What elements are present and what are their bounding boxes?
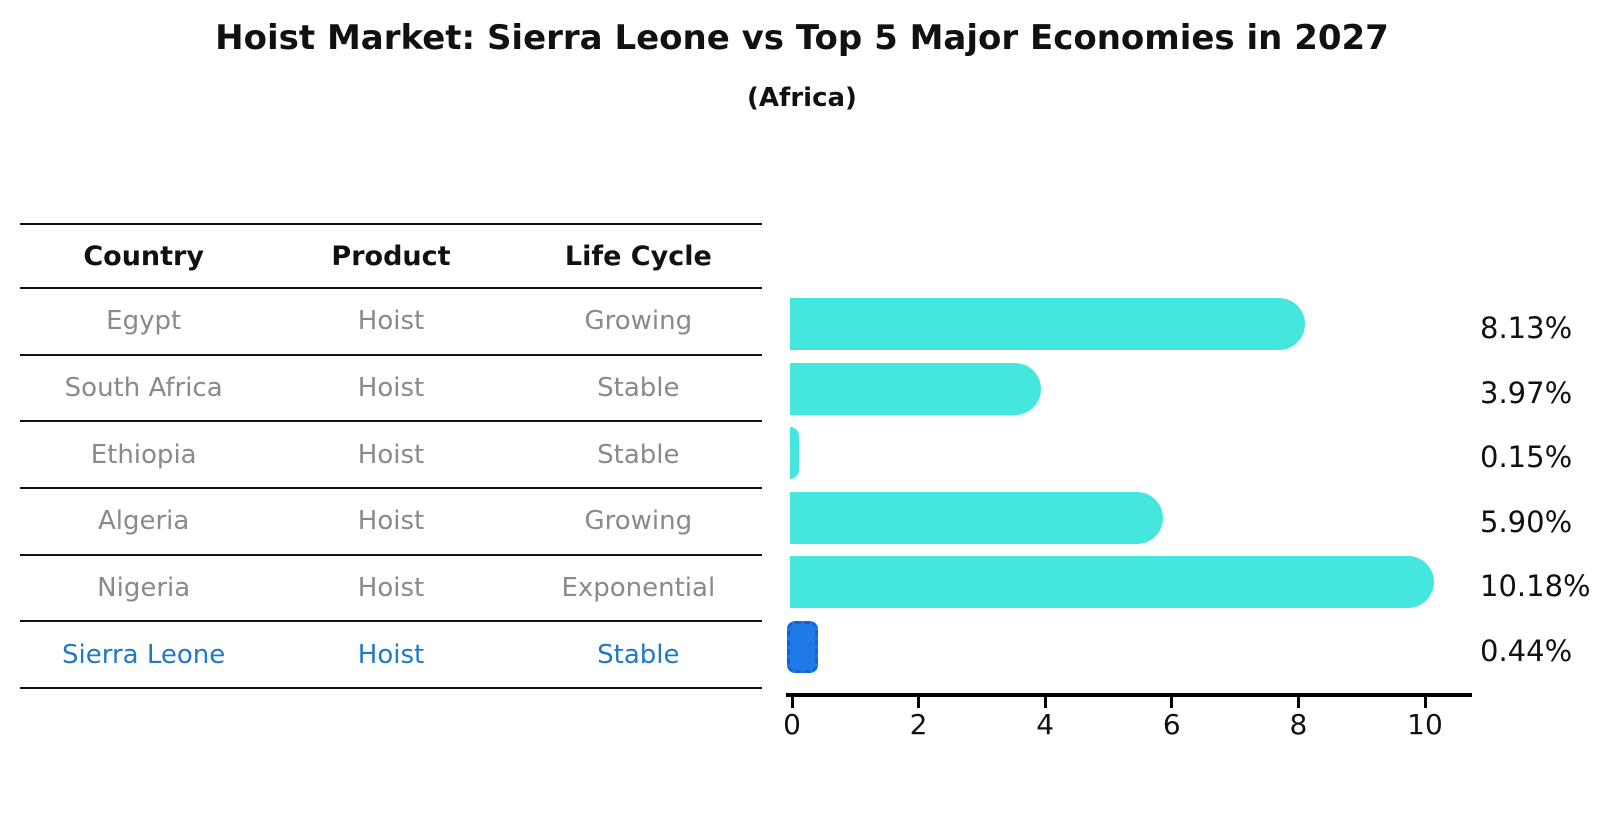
cell-country: Algeria — [97, 506, 190, 537]
value-label-south-africa: 3.97% — [1480, 375, 1573, 410]
value-label-nigeria: 10.18% — [1480, 569, 1591, 604]
cell-life-cycle: Stable — [597, 373, 680, 404]
value-label-algeria: 5.90% — [1480, 504, 1573, 539]
cell-product: Hoist — [357, 639, 425, 670]
tick-mark-8 — [1296, 697, 1300, 708]
cell-product: Hoist — [357, 439, 425, 470]
cell-country: Ethiopia — [90, 439, 197, 470]
table-row-algeria: Algeria Hoist Growing — [20, 489, 762, 556]
table-row-south-africa: South Africa Hoist Stable — [20, 356, 762, 423]
tick-label-10: 10 — [1407, 708, 1443, 741]
table-header-life-cycle: Life Cycle — [564, 240, 712, 272]
cell-life-cycle: Stable — [597, 439, 680, 470]
cell-life-cycle: Exponential — [561, 573, 716, 604]
cell-country: Sierra Leone — [62, 639, 226, 670]
table-body: Egypt Hoist Growing South Africa Hoist Stable… — [20, 289, 762, 690]
table-row-ethiopia: Ethiopia Hoist Stable — [20, 422, 762, 490]
value-label-egypt: 8.13% — [1480, 311, 1573, 345]
x-axis-line — [786, 693, 1472, 697]
cell-life-cycle: Growing — [584, 306, 693, 337]
table-header-product: Product — [331, 240, 451, 272]
cell-product: Hoist — [357, 306, 425, 337]
table-row-sierra-leone: Sierra Leone Hoist Stable — [20, 622, 762, 690]
cell-product: Hoist — [357, 573, 425, 604]
bar-sierra-leone — [787, 621, 818, 673]
cell-product: Hoist — [357, 373, 425, 404]
tick-mark-4 — [1043, 697, 1047, 708]
chart-title: Hoist Market: Sierra Leone vs Top 5 Majo… — [215, 18, 1389, 58]
value-label-sierra-leone: 0.44% — [1480, 634, 1573, 668]
country-table: Country Product Life Cycle Egypt Hoist Gro… — [20, 223, 762, 690]
tick-label-0: 0 — [783, 708, 801, 741]
table-header-row: Country Product Life Cycle — [20, 223, 762, 289]
tick-label-4: 4 — [1036, 708, 1055, 741]
tick-mark-2 — [917, 697, 921, 708]
tick-label-2: 2 — [909, 708, 928, 741]
tick-label-8: 8 — [1289, 708, 1308, 741]
value-label-ethiopia: 0.15% — [1480, 440, 1573, 475]
table-row-nigeria: Nigeria Hoist Exponential — [20, 556, 762, 623]
cell-country: South Africa — [64, 373, 223, 404]
bar-ethiopia — [790, 427, 800, 480]
cell-life-cycle: Stable — [597, 639, 680, 670]
table-row-egypt: Egypt Hoist Growing — [20, 289, 762, 356]
cell-product: Hoist — [357, 506, 425, 537]
tick-mark-6 — [1170, 697, 1174, 708]
bar-nigeria — [790, 556, 1435, 609]
table-header-country: Country — [83, 240, 204, 272]
cell-country: Nigeria — [97, 573, 191, 604]
cell-life-cycle: Growing — [584, 506, 693, 537]
bar-south-africa — [790, 362, 1042, 415]
tick-label-6: 6 — [1162, 708, 1181, 741]
tick-mark-0 — [790, 697, 794, 708]
bar-algeria — [790, 491, 1164, 544]
tick-mark-10 — [1423, 697, 1427, 708]
cell-country: Egypt — [106, 306, 182, 337]
bar-egypt — [790, 298, 1305, 350]
chart-subtitle: (Africa) — [747, 83, 857, 113]
